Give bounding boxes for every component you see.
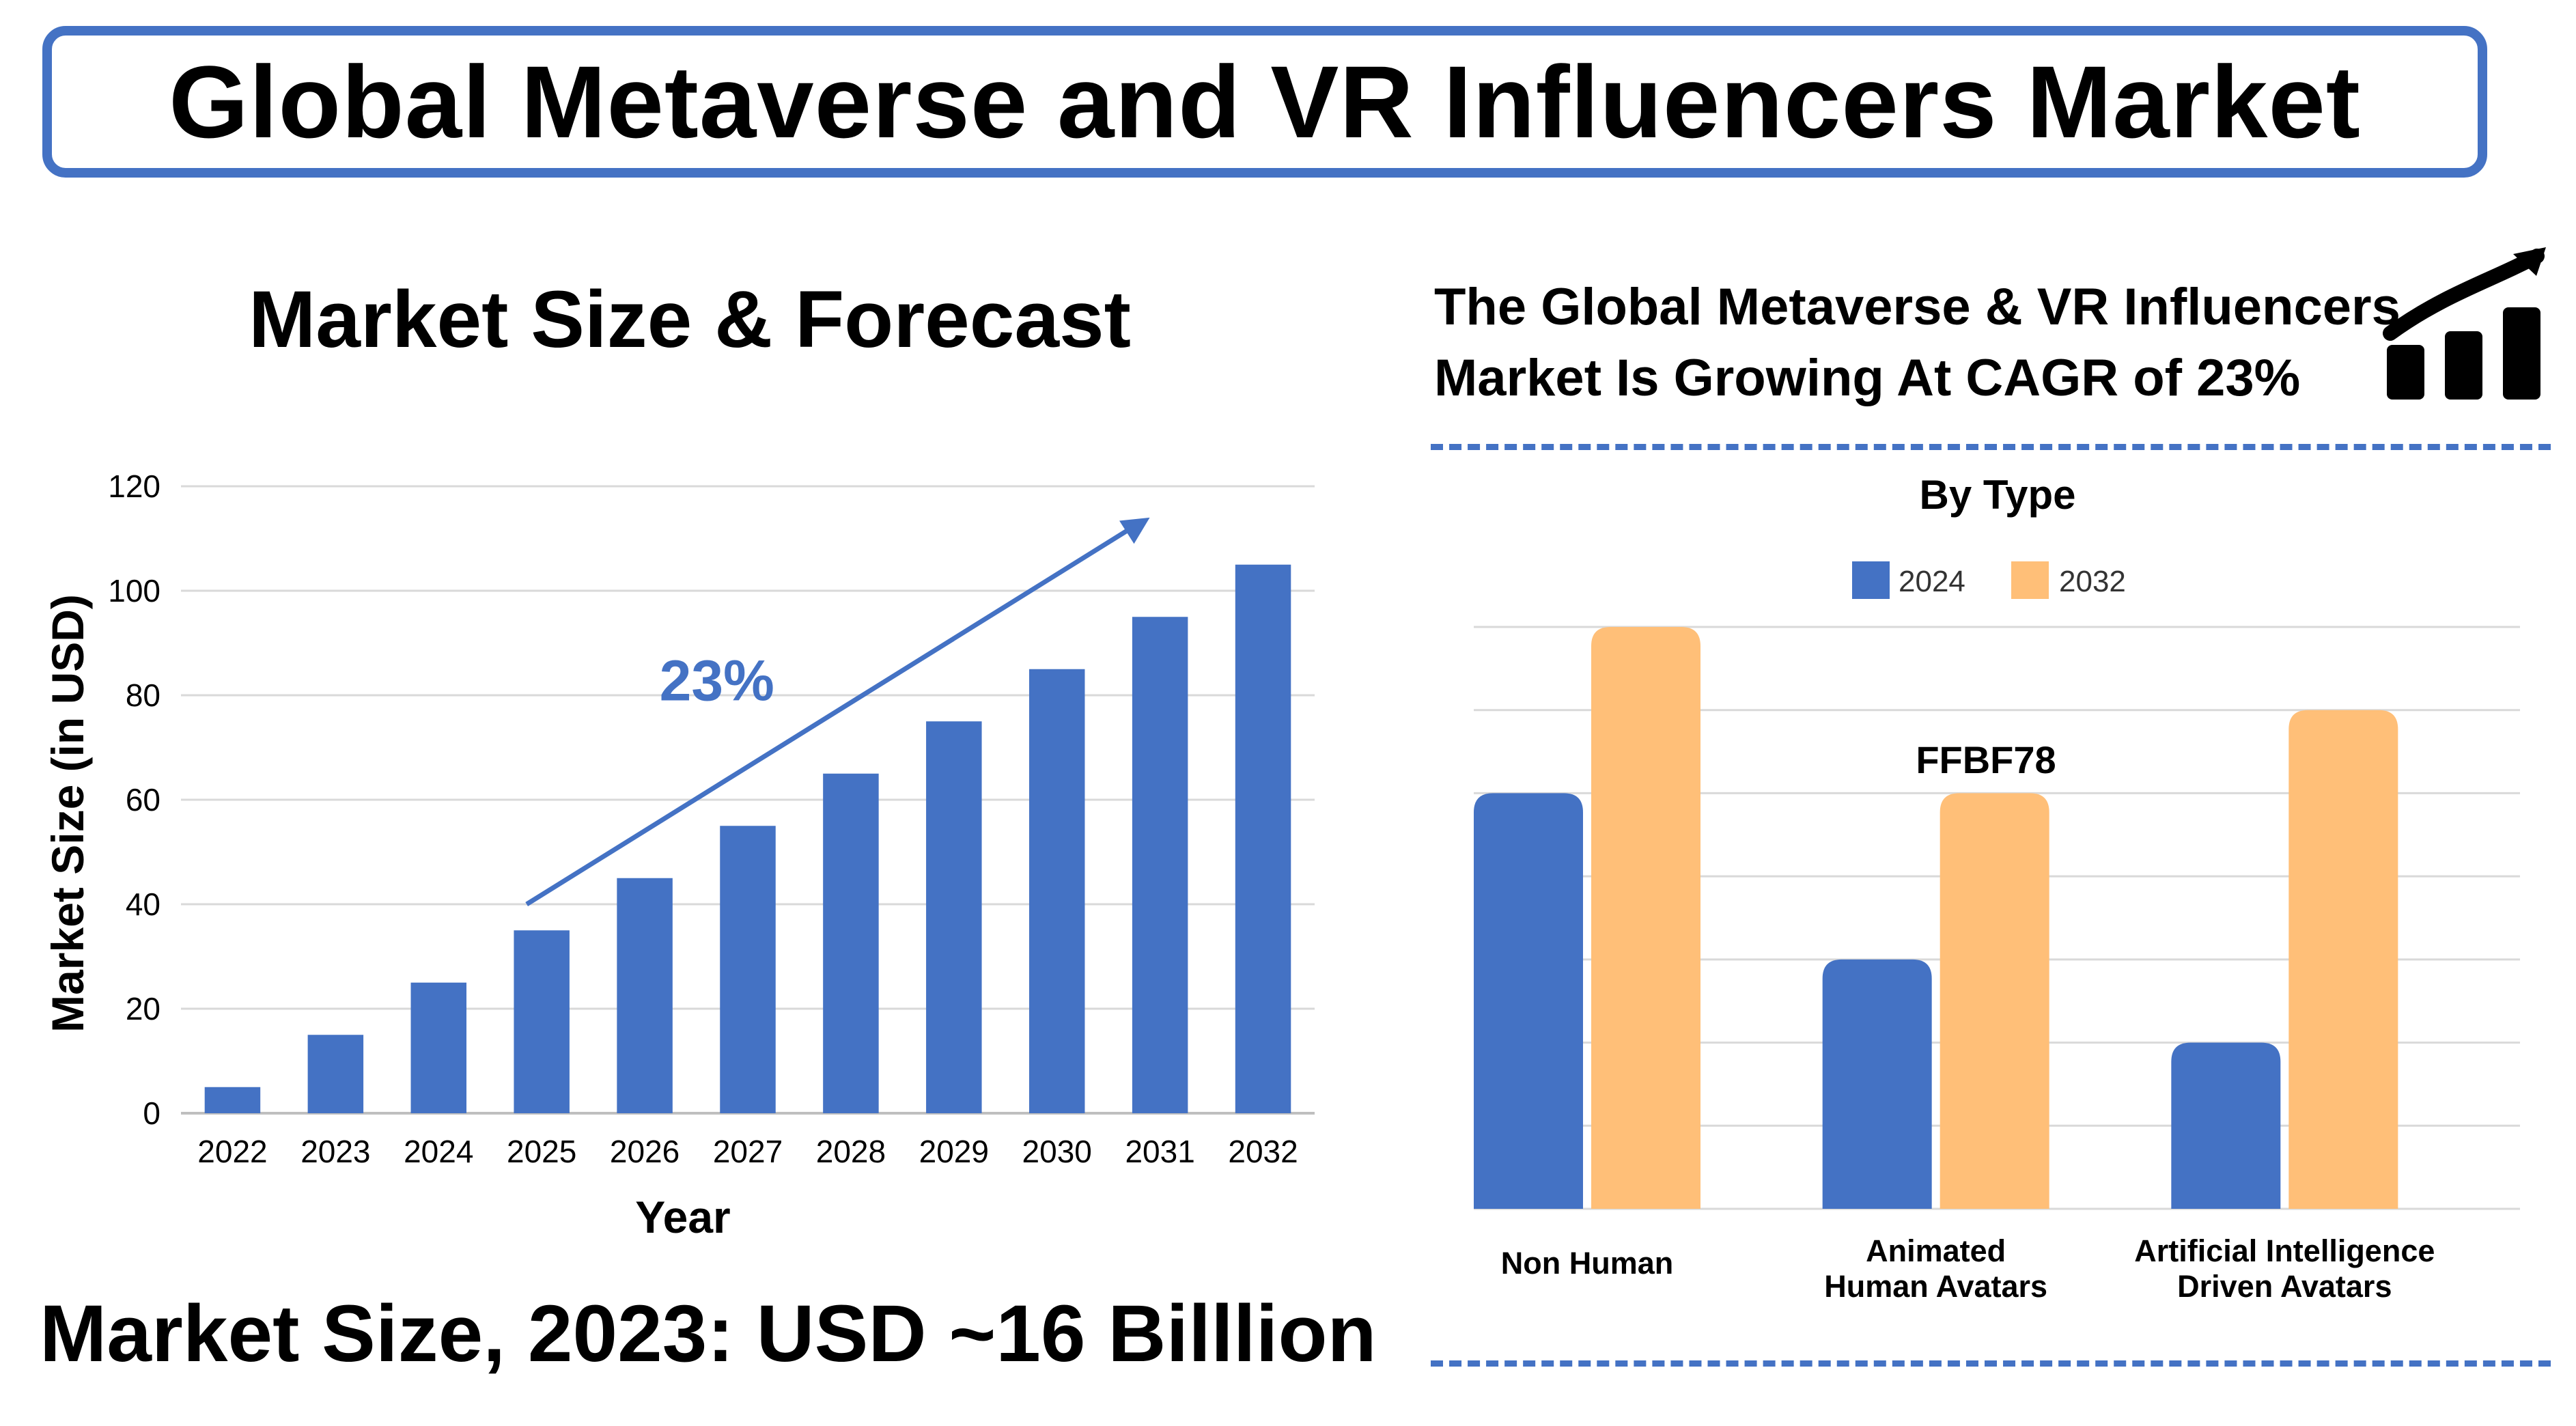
category-label: Animated (1866, 1233, 2006, 1268)
trend-arrow-head (1119, 517, 1150, 544)
x-tick-label: 2029 (919, 1134, 989, 1169)
y-tick-label: 80 (126, 677, 160, 713)
market-size-statement: Market Size, 2023: USD ~16 Billlion (40, 1289, 1377, 1379)
bar-2027 (720, 826, 776, 1113)
divider-top (1431, 444, 2551, 450)
x-tick-label: 2030 (1022, 1134, 1092, 1169)
x-tick-label: 2025 (507, 1134, 576, 1169)
category-label: Artificial Intelligence (2134, 1233, 2435, 1268)
by-type-title: By Type (1920, 472, 2076, 518)
x-tick-label: 2028 (816, 1134, 886, 1169)
x-axis-title: Year (635, 1192, 730, 1242)
y-tick-label: 120 (108, 469, 160, 504)
chart-annotation: FFBF78 (1916, 738, 2056, 781)
cagr-statement: The Global Metaverse & VR Influencers Ma… (1434, 272, 2400, 414)
title-box: Global Metaverse and VR Influencers Mark… (42, 26, 2487, 178)
y-axis-title: Market Size (in USD) (42, 594, 93, 1033)
left-chart-title: Market Size & Forecast (249, 275, 1131, 365)
cagr-text-line1: The Global Metaverse & VR Influencers (1434, 278, 2400, 336)
x-tick-label: 2022 (197, 1134, 267, 1169)
legend-swatch-2032 (2011, 561, 2049, 599)
bar-2024 (410, 982, 467, 1113)
y-tick-label: 40 (126, 886, 160, 922)
x-tick-label: 2027 (713, 1134, 783, 1169)
y-tick-label: 100 (108, 573, 160, 609)
x-tick-label: 2024 (404, 1134, 473, 1169)
bar-2022 (204, 1087, 261, 1113)
bar-2026 (617, 878, 673, 1113)
bar-2030 (1028, 669, 1085, 1113)
trend-arrow-line (525, 519, 1143, 906)
bar-2023 (307, 1035, 364, 1113)
legend-label-2032: 2032 (2059, 565, 2126, 598)
bar-2024-2 (2171, 1042, 2281, 1209)
x-tick-label: 2031 (1125, 1134, 1194, 1169)
x-tick-label: 2023 (300, 1134, 370, 1169)
bar-2024-1 (1822, 959, 1932, 1209)
bar-2029 (926, 721, 982, 1113)
bar-2032-0 (1591, 627, 1700, 1209)
bar-2032-1 (1940, 793, 2049, 1209)
cagr-annotation: 23% (660, 649, 774, 713)
y-tick-label: 0 (143, 1095, 160, 1131)
bar-2025 (514, 930, 570, 1113)
bar-2024-0 (1474, 793, 1583, 1209)
category-label: Non Human (1501, 1246, 1674, 1281)
category-label: Driven Avatars (2177, 1269, 2392, 1304)
y-tick-label: 60 (126, 782, 160, 817)
x-tick-label: 2026 (610, 1134, 680, 1169)
category-label: Human Avatars (1824, 1269, 2047, 1304)
x-tick-label: 2032 (1228, 1134, 1298, 1169)
y-tick-label: 20 (126, 991, 160, 1026)
bar-2031 (1132, 617, 1188, 1113)
page-title: Global Metaverse and VR Influencers Mark… (169, 44, 2361, 159)
bar-2032 (1235, 564, 1291, 1113)
legend-swatch-2024 (1852, 561, 1890, 599)
bar-2032-2 (2288, 710, 2398, 1209)
divider-bottom (1431, 1360, 2551, 1367)
bar-2028 (823, 773, 879, 1113)
legend-label-2024: 2024 (1899, 565, 1965, 598)
cagr-text-line2: Market Is Growing At CAGR of 23% (1434, 349, 2301, 407)
